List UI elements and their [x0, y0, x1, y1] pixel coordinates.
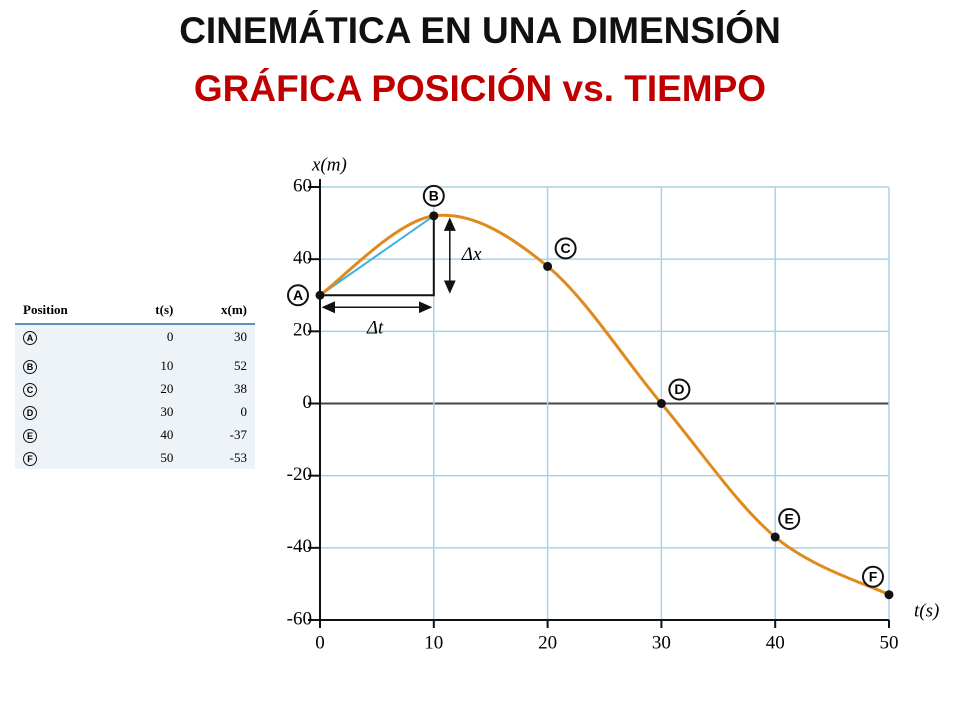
label-ring — [668, 378, 691, 401]
circled-label: B — [23, 359, 37, 374]
x-tick-label: 20 — [538, 632, 557, 653]
data-point — [884, 590, 894, 600]
data-point — [429, 211, 439, 221]
table-cell: -53 — [229, 449, 247, 465]
curve — [319, 213, 890, 597]
table-cell: B — [15, 348, 122, 377]
table-cell: 30 — [160, 403, 174, 419]
table-cell: E — [15, 423, 122, 446]
label-ring — [554, 237, 577, 260]
subtitle: GRÁFICA POSICIÓN vs. TIEMPO — [193, 68, 767, 109]
circled-label: F — [23, 451, 37, 466]
x-axis-label: t(s) — [914, 600, 939, 621]
y-tick-label: 40 — [293, 248, 312, 269]
table-row: B 10 52 — [15, 348, 255, 377]
table-cell: C — [15, 377, 122, 400]
y-axis-label: x(m) — [311, 154, 347, 175]
data-table: Position t(s) x(m) A 0 30 B 10 52 C 20 38 D 30 0 E 40… — [15, 297, 255, 469]
delta-lines — [320, 215, 435, 297]
x-tick-label: 30 — [652, 632, 671, 653]
circled-label: E — [23, 428, 37, 443]
table-cell: 30 — [234, 328, 247, 344]
table-row: F 50 -53 — [15, 446, 255, 469]
data-point — [315, 290, 325, 300]
x-tick-label: 10 — [424, 632, 443, 653]
point-label: A — [293, 287, 303, 303]
point-label: D — [674, 381, 684, 397]
point-label: B — [429, 188, 439, 204]
x-tick-label: 0 — [315, 632, 325, 653]
label-ring — [287, 284, 309, 307]
table-row: E 40 -37 — [15, 423, 255, 446]
table-header: Position t(s) x(m) — [15, 297, 255, 325]
table-row: D 30 0 — [15, 400, 255, 423]
table-cell: 40 — [160, 426, 174, 442]
table-cell: F — [15, 446, 122, 469]
x-tick-label: 50 — [880, 632, 899, 653]
table-body: A 0 30 B 10 52 C 20 38 D 30 0 E 40 -37 F 50 -53 — [15, 324, 255, 469]
data-point — [656, 399, 666, 408]
point-label: C — [561, 240, 571, 256]
label-ring — [422, 184, 445, 207]
table-cell: 38 — [234, 380, 247, 396]
table-cell: 0 — [166, 328, 174, 344]
table-cell: 52 — [234, 357, 247, 373]
y-tick-label: -20 — [287, 464, 312, 485]
x-tick-label: 40 — [766, 632, 785, 653]
header-cell: t(s) — [121, 297, 182, 325]
dx-label: Δx — [461, 244, 482, 265]
circled-label: D — [23, 405, 37, 420]
table-cell: 10 — [160, 357, 174, 373]
data-point — [543, 261, 553, 271]
y-tick-label: 60 — [293, 175, 312, 196]
y-tick-label: 0 — [303, 392, 313, 413]
table-cell: A — [15, 324, 122, 348]
table-row: A 0 30 — [15, 324, 255, 348]
point-label: F — [869, 568, 878, 584]
table-cell: D — [15, 400, 122, 423]
circled-label: A — [23, 330, 37, 345]
y-tick-label: -60 — [287, 608, 312, 629]
y-tick-label: 20 — [293, 320, 312, 341]
data-point — [770, 532, 780, 542]
y-tick-label: -40 — [287, 536, 312, 557]
label-ring — [778, 508, 801, 531]
header-cell: x(m) — [181, 297, 255, 325]
point-label: E — [785, 511, 794, 527]
header-cell: Position — [15, 297, 122, 325]
secant — [319, 215, 435, 297]
table-cell: 50 — [160, 449, 174, 465]
dt-label: Δt — [366, 318, 384, 339]
table-cell: 0 — [240, 403, 248, 419]
label-ring — [862, 565, 884, 588]
table-cell: -37 — [229, 426, 247, 442]
circled-label: C — [23, 382, 37, 397]
table-cell: 20 — [160, 380, 174, 396]
title: CINEMÁTICA EN UNA DIMENSIÓN — [179, 10, 781, 51]
table-row: C 20 38 — [15, 377, 255, 400]
